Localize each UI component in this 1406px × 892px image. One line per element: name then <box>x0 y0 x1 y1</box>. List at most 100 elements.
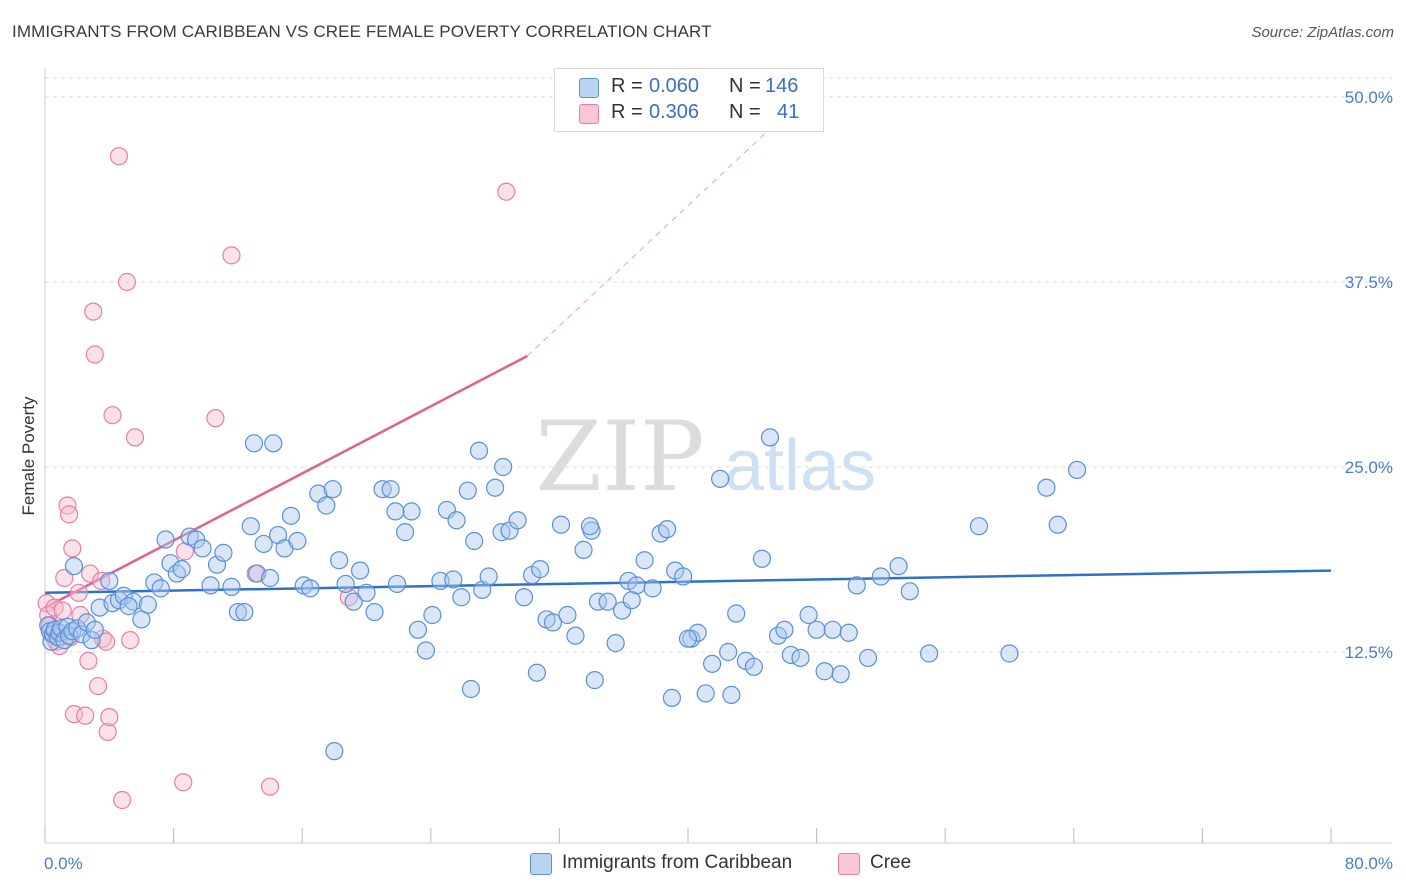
legend-n-value: 146 <box>765 75 799 97</box>
caribbean-point <box>381 480 400 499</box>
caribbean-point <box>193 539 212 558</box>
caribbean-point <box>222 577 241 596</box>
caribbean-point <box>187 530 206 549</box>
caribbean-point <box>138 595 157 614</box>
cree-point <box>100 708 119 727</box>
caribbean-point <box>479 567 498 586</box>
caribbean-point <box>858 648 878 668</box>
cree-point <box>53 601 72 620</box>
caribbean-point <box>301 579 320 598</box>
caribbean-point <box>775 620 794 639</box>
cree-point <box>109 147 129 166</box>
caribbean-point <box>281 506 301 525</box>
caribbean-point <box>598 592 617 611</box>
caribbean-point <box>458 481 477 500</box>
caribbean-point <box>235 602 254 622</box>
legend-swatch-pink <box>579 104 599 124</box>
caribbean-point <box>85 620 104 639</box>
caribbean-point <box>254 534 273 554</box>
caribbean-point <box>696 684 715 703</box>
caribbean-point <box>831 665 850 684</box>
caribbean-point <box>260 568 280 588</box>
cree-point <box>63 539 82 558</box>
cree-point <box>84 302 103 321</box>
caribbean-point <box>574 540 593 559</box>
cree-point <box>79 651 98 670</box>
legend-r-value: 0.060 <box>649 75 700 97</box>
caribbean-point <box>711 469 730 488</box>
legend-r-label: R = <box>611 75 643 97</box>
caribbean-point <box>68 619 87 638</box>
caribbean-point <box>82 631 101 650</box>
caribbean-point <box>469 441 489 460</box>
caribbean-point <box>847 576 866 595</box>
caribbean-point <box>727 604 746 623</box>
caribbean-point <box>744 657 764 676</box>
legend-r-value: 0.306 <box>649 101 700 123</box>
chart-title: IMMIGRANTS FROM CARIBBEAN VS CREE FEMALE… <box>12 22 712 41</box>
caribbean-point <box>119 597 138 616</box>
caribbean-point <box>688 623 707 642</box>
caribbean-point <box>622 591 641 610</box>
caribbean-point <box>416 641 436 660</box>
caribbean-point <box>760 428 780 447</box>
caribbean-point <box>325 742 344 761</box>
caribbean-point <box>486 478 505 497</box>
caribbean-point <box>807 620 826 639</box>
legend-n-value: 41 <box>777 101 800 123</box>
caribbean-point <box>423 605 442 625</box>
legend-n-label: N = <box>729 75 761 97</box>
caribbean-point <box>395 523 415 542</box>
caribbean-point <box>100 571 119 591</box>
caribbean-point <box>635 551 654 570</box>
caribbean-point <box>317 496 336 515</box>
caribbean-point <box>465 531 484 551</box>
legend-n-label: N = <box>729 101 761 123</box>
caribbean-point <box>156 530 175 549</box>
caribbean-point <box>508 511 527 530</box>
cree-point <box>125 428 145 447</box>
caribbean-point <box>566 626 585 645</box>
legend-swatch-pink <box>838 853 860 875</box>
source-credit: Source: ZipAtlas.com <box>1251 24 1394 41</box>
caribbean-point <box>161 554 180 573</box>
caribbean-point <box>558 605 577 625</box>
caribbean-point <box>365 602 384 622</box>
legend-r-label: R = <box>611 101 643 123</box>
legend-swatch-blue <box>579 78 599 98</box>
caribbean-point <box>172 560 191 579</box>
caribbean-point <box>889 557 908 576</box>
cree-point <box>222 246 241 265</box>
cree-point <box>113 790 132 810</box>
y-axis-label: Female Poverty <box>19 396 38 516</box>
caribbean-point <box>791 648 810 668</box>
caribbean-point <box>531 560 550 579</box>
trend-line-cree <box>44 354 528 609</box>
caribbean-point <box>703 654 722 673</box>
caribbean-point <box>551 515 571 534</box>
cree-point <box>69 583 88 602</box>
caribbean-point <box>920 644 939 663</box>
caribbean-point <box>580 517 600 536</box>
x-tick-label: 0.0% <box>44 854 83 873</box>
caribbean-point <box>1037 478 1056 497</box>
caribbean-point <box>643 579 662 598</box>
caribbean-point <box>386 502 405 521</box>
y-tick-label: 50.0% <box>1345 88 1393 107</box>
tick-labels: 12.5% 25.0% 37.5% 50.0% 0.0% 80.0% <box>44 88 1393 873</box>
caribbean-point <box>228 602 247 622</box>
caribbean-point <box>752 549 772 568</box>
gridlines <box>45 77 1392 653</box>
trend-line-caribbean <box>44 569 1332 595</box>
caribbean-point <box>201 576 220 595</box>
caribbean-point <box>527 663 546 682</box>
caribbean-point <box>114 586 133 605</box>
caribbean-point <box>823 620 842 639</box>
caribbean-point <box>1048 515 1067 534</box>
caribbean-point <box>585 671 604 690</box>
caribbean-point <box>357 583 376 602</box>
cree-point <box>260 777 280 796</box>
cree-point <box>103 406 122 425</box>
caribbean-point <box>815 662 834 681</box>
